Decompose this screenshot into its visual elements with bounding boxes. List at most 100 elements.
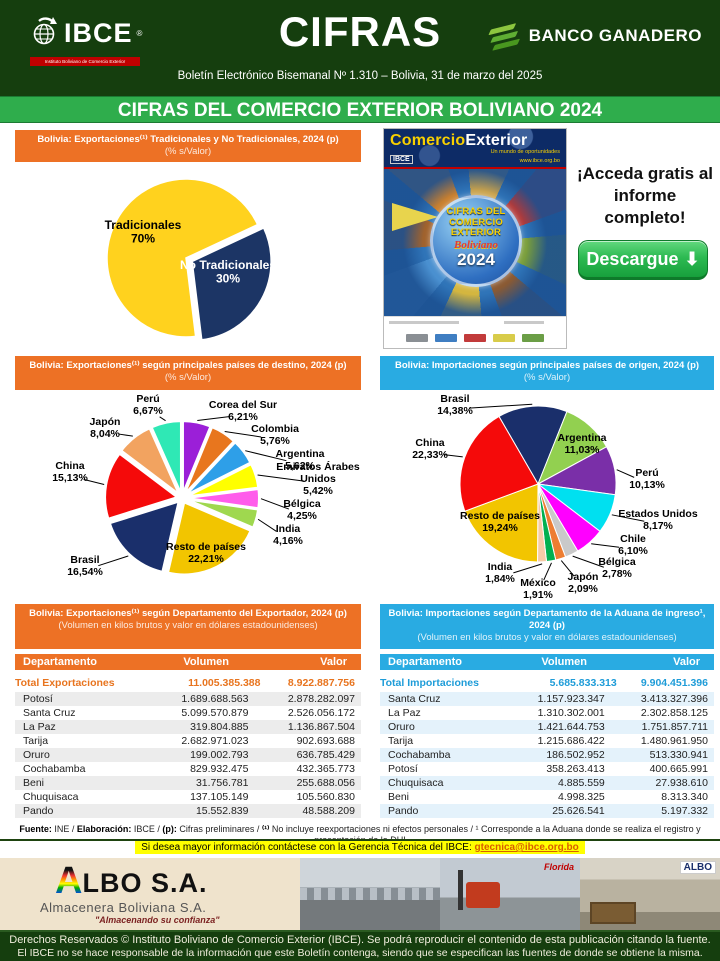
- pie-slice-brasil: [498, 405, 568, 486]
- value-cell: 27.938.610: [655, 776, 708, 789]
- leader-line: [572, 555, 604, 568]
- value-cell: 5.197.332: [661, 804, 708, 817]
- albo-ad-banner[interactable]: A LBO S.A. Almacenera Boliviana S.A. "Al…: [0, 858, 720, 930]
- albo-tagline: "Almacenando su confianza": [95, 915, 220, 925]
- pie-chart-export-destinations: Corea del Sur 6,21%Colombia 5,76%Argentina…: [52, 393, 360, 578]
- value-cell: 829.932.475: [190, 762, 249, 775]
- table-row: Oruro 199.002.793 636.785.429: [15, 748, 361, 762]
- contact-bar: Si desea mayor información contáctese co…: [0, 841, 720, 854]
- value-cell: 199.002.793: [190, 748, 249, 761]
- pie-label-chile: Chile 6,10%: [618, 533, 648, 557]
- pie-slice-resto-de-pa-ses: [166, 501, 252, 576]
- albo-logo-panel: A LBO S.A. Almacenera Boliviana S.A. "Al…: [0, 858, 300, 930]
- magazine-sponsor-row: [384, 329, 566, 347]
- imports-total-row: Total Importaciones 5.685.833.313 9.904.…: [380, 675, 714, 692]
- pie-label-m-xico: México 1,91%: [520, 577, 556, 601]
- chart1-banner: Bolivia: Exportaciones⁽¹⁾ Tradicionales …: [15, 130, 361, 162]
- table-row: La Paz 319.804.885 1.136.867.504: [15, 720, 361, 734]
- value-cell: 432.365.773: [296, 762, 355, 775]
- value-cell: 8.313.340: [661, 790, 708, 803]
- dept-cell: Cochabamba: [388, 748, 451, 761]
- contact-email-link[interactable]: gtecnica@ibce.org.bo: [474, 842, 579, 853]
- value-cell: 902.693.688: [296, 734, 355, 747]
- ibce-logo-text: IBCE: [64, 17, 133, 48]
- pie-slice-emiratos-rabes-unidos: [186, 462, 260, 498]
- pie-slice-tradicionales: [106, 178, 259, 338]
- magazine-brand-b: Exterior: [465, 132, 528, 149]
- leader-line: [197, 416, 230, 421]
- dept-cell: Santa Cruz: [388, 692, 441, 705]
- badge-script: Boliviano: [453, 238, 498, 251]
- value-cell: 2.302.858.125: [640, 706, 708, 719]
- value-cell: 25.626.541: [552, 804, 605, 817]
- dept-cell: Beni: [23, 776, 45, 789]
- leader-line: [257, 518, 277, 532]
- pie-chart-import-origins: Brasil 14,38% Argentina 11,03% Perú 10,13% Est…: [412, 393, 698, 601]
- dept-cell: La Paz: [23, 720, 56, 733]
- banco-ganadero-icon: [487, 19, 524, 53]
- dept-cell: Cochabamba: [23, 762, 86, 775]
- magazine-cover[interactable]: ComercioExterior Un mundo de oportunidad…: [383, 128, 567, 349]
- pie-label-india: India 1,84%: [485, 561, 515, 585]
- pie-chart-trad-notrad: Tradicionales 70% No Tradicionales 30%: [105, 178, 276, 341]
- value-cell: 513.330.941: [649, 748, 708, 761]
- table-row: Oruro 1.421.644.753 1.751.857.711: [380, 720, 714, 734]
- leader-line: [611, 514, 645, 522]
- dept-cell: Chuquisaca: [23, 790, 79, 803]
- value-cell: 4.885.559: [558, 776, 605, 789]
- value-cell: 1.310.302.001: [537, 706, 605, 719]
- main-banner: CIFRAS DEL COMERCIO EXTERIOR BOLIVIANO 2…: [0, 96, 720, 123]
- pie-label-jap-n: Japón 2,09%: [568, 571, 599, 595]
- column-header: Valor: [320, 656, 347, 668]
- table-row: Pando 25.626.541 5.197.332: [380, 804, 714, 818]
- chart3-banner: Bolivia: Importaciones según principales…: [380, 356, 714, 390]
- value-cell: 1.136.867.504: [287, 720, 355, 733]
- dept-cell: Potosí: [23, 692, 53, 705]
- download-arrow-icon: ⬇: [684, 248, 700, 269]
- value-cell: 3.413.327.396: [640, 692, 708, 705]
- globe-icon: [30, 15, 60, 52]
- chart1-subtitle: (% s/Valor): [164, 146, 212, 157]
- download-button[interactable]: Descargue ⬇: [578, 240, 708, 280]
- pie-label-per: Perú 10,13%: [629, 467, 665, 491]
- imports-table-subtitle: (Volumen en kilos brutos y valor en dóla…: [417, 632, 677, 643]
- value-cell: 2.878.282.097: [287, 692, 355, 705]
- exports-total-row: Total Exportaciones 11.005.385.388 8.922…: [15, 675, 361, 692]
- banco-ganadero-logo[interactable]: BANCO GANADERO: [487, 19, 702, 53]
- leader-line: [118, 433, 133, 437]
- table-row: Beni 31.756.781 255.688.056: [15, 776, 361, 790]
- ibce-logo[interactable]: IBCE ® Instituto Boliviano de Comercio E…: [30, 10, 142, 66]
- pie-label-resto-de-pa-ses: Resto de países 19,24%: [460, 510, 540, 534]
- value-cell: 255.688.056: [296, 776, 355, 789]
- value-cell: 400.665.991: [649, 762, 708, 775]
- dept-cell: Santa Cruz: [23, 706, 76, 719]
- value-cell: 319.804.885: [190, 720, 249, 733]
- table-row: Tarija 2.682.971.023 902.693.688: [15, 734, 361, 748]
- pie-slice-colombia: [183, 425, 236, 495]
- value-cell: 358.263.413: [546, 762, 605, 775]
- contact-text: Si desea mayor información contáctese co…: [141, 842, 475, 853]
- leader-line: [543, 562, 552, 581]
- pie-label-tradicionales: Tradicionales 70%: [105, 218, 182, 246]
- table-row: La Paz 1.310.302.001 2.302.858.125: [380, 706, 714, 720]
- total-volumen: 11.005.385.388: [188, 677, 261, 689]
- dept-cell: Beni: [388, 790, 410, 803]
- imports-table-banner: Bolivia: Importaciones según Departament…: [380, 604, 714, 649]
- value-cell: 15.552.839: [195, 804, 249, 817]
- value-cell: 636.785.429: [296, 748, 355, 761]
- page-title: CIFRAS: [278, 8, 442, 55]
- total-label: Total Exportaciones: [15, 677, 115, 689]
- collage-triangle: [392, 203, 438, 231]
- table-row: Cochabamba 186.502.952 513.330.941: [380, 748, 714, 762]
- chart1-title: Bolivia: Exportaciones⁽¹⁾ Tradicionales …: [37, 134, 339, 145]
- pie-label-per: Perú 6,67%: [133, 393, 163, 417]
- magazine-masthead: ComercioExterior Un mundo de oportunidad…: [384, 129, 566, 167]
- magazine-red-rule: [384, 167, 566, 169]
- exports-table: Departamento Volumen Valor Total Exporta…: [15, 654, 361, 818]
- pie-label-b-lgica: Bélgica 2,78%: [598, 556, 636, 580]
- chart2-subtitle: (% s/Valor): [164, 372, 212, 383]
- pie-slice-resto-de-pa-ses: [464, 483, 539, 563]
- badge-year: 2024: [457, 249, 495, 269]
- pie-label-india: India 4,16%: [273, 523, 303, 547]
- photo-car-lot: [300, 858, 440, 930]
